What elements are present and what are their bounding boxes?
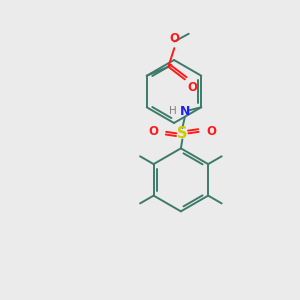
Text: H: H [169, 106, 176, 116]
Text: O: O [169, 32, 179, 45]
Text: O: O [148, 125, 158, 138]
Text: S: S [177, 126, 188, 141]
Text: O: O [206, 125, 216, 138]
Text: O: O [187, 81, 197, 94]
Text: N: N [180, 105, 190, 118]
